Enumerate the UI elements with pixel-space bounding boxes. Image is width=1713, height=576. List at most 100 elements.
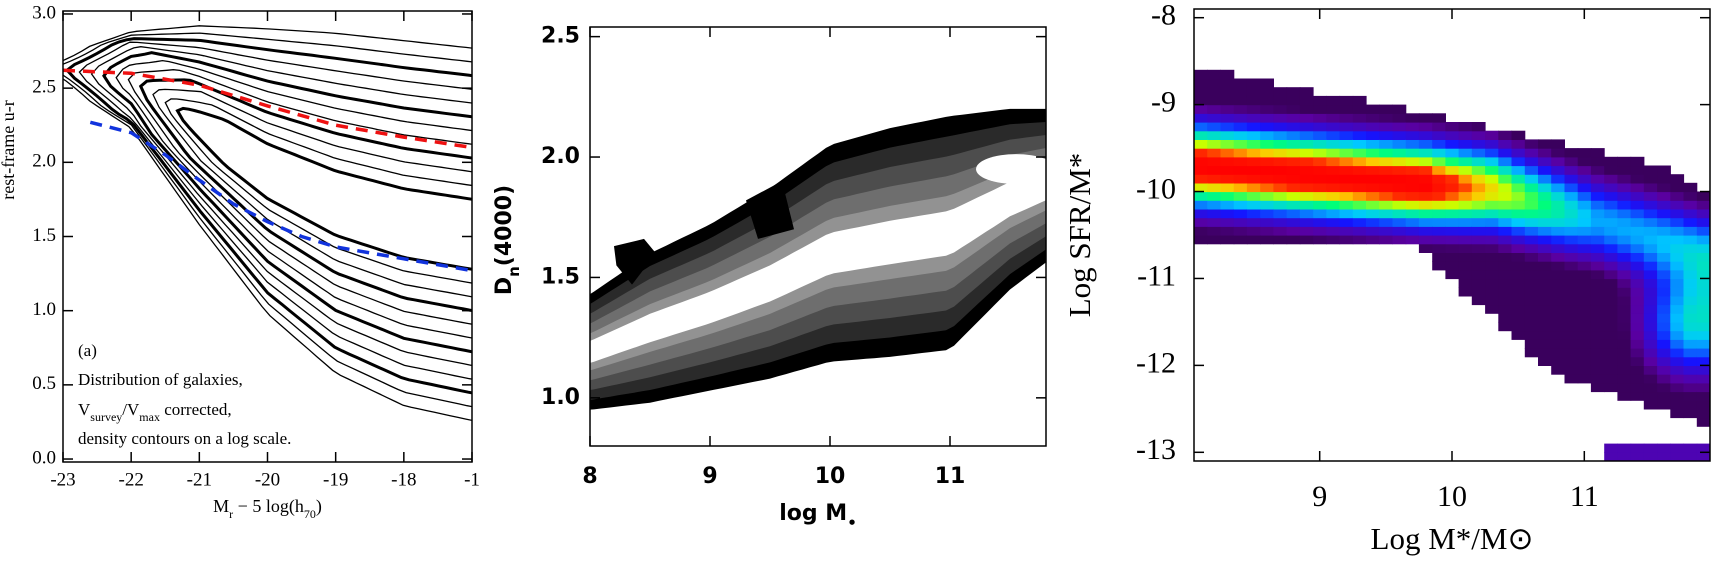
heatmap-cell [1683,374,1698,384]
heatmap-cell [1670,408,1685,419]
heatmap-cell [1299,208,1314,219]
heatmap-cell [1418,217,1433,227]
x-tick-label: 10 [815,464,846,489]
heatmap-cell [1564,278,1579,288]
heatmap-cell [1564,148,1579,158]
heatmap-cell [1299,182,1314,193]
heatmap-cell [1538,269,1552,280]
heatmap-cell [1696,278,1710,288]
heatmap-cell [1366,104,1380,114]
heatmap-cell [1273,104,1288,114]
heatmap-cell [1445,269,1460,280]
heatmap-cell [1657,174,1671,184]
heatmap-cell [1366,208,1380,219]
heatmap-cell [1498,174,1513,184]
heatmap-cell [1498,252,1513,262]
heatmap-cell [1617,295,1632,306]
heatmap-cell [1657,356,1671,366]
heatmap-cell [1577,235,1592,245]
heatmap-cell [1630,356,1645,366]
heatmap-cell [1604,261,1618,271]
heatmap-cell [1273,113,1288,123]
heatmap-cell [1220,130,1235,140]
heatmap-cell [1577,295,1592,306]
heatmap-cell [1538,200,1552,210]
heatmap-cell [1657,278,1671,288]
heatmap-cell [1577,269,1592,280]
heatmap-cell [1511,304,1526,314]
heatmap-cell [1538,156,1552,167]
heatmap-cell [1458,174,1473,184]
heatmap-cell [1207,139,1221,149]
heatmap-cell [1458,287,1473,297]
heatmap-cell [1326,191,1341,201]
heatmap-cell [1670,374,1685,384]
heatmap-cell [1498,243,1513,253]
heatmap-cell [1194,78,1208,88]
heatmap-cell [1657,182,1671,193]
heatmap-cell [1471,287,1486,297]
heatmap-cell [1220,139,1235,149]
heatmap-cell [1299,139,1314,149]
heatmap-cell [1405,122,1420,132]
heatmap-cell [1498,148,1513,158]
y-axis-label: Log SFR/M* [1062,153,1097,318]
heatmap-cell [1458,269,1473,280]
heatmap-cell [1299,165,1314,175]
heatmap-cell [1220,113,1235,123]
heatmap-cell [1458,208,1473,219]
heatmap-cell [1564,165,1579,175]
heatmap-cell [1194,217,1208,227]
heatmap-cell [1683,243,1698,253]
heatmap-cell [1657,365,1671,375]
heatmap-cell [1696,261,1710,271]
heatmap-cell [1246,78,1261,88]
heatmap-cell [1538,243,1552,253]
heatmap-cell [1485,165,1499,175]
heatmap-cell [1458,122,1473,132]
heatmap-cell [1564,330,1579,340]
plot-area [590,108,1046,410]
heatmap-cell [1471,235,1486,245]
heatmap-cell [1471,148,1486,158]
heatmap-cell [1220,95,1235,106]
text-part: ) [316,496,322,517]
heatmap-cell [1564,182,1579,193]
heatmap-cell [1630,295,1645,306]
heatmap-cell [1352,156,1367,167]
heatmap-cell [1339,139,1354,149]
heatmap-cell [1577,174,1592,184]
heatmap-cell [1273,182,1288,193]
heatmap-cell [1366,226,1380,236]
axes-frame [62,10,473,463]
text-part: 70 [304,507,316,521]
heatmap-cell [1657,200,1671,210]
heatmap-cell [1643,235,1658,245]
heatmap-cell [1313,226,1327,236]
heatmap-cell [1551,208,1565,219]
heatmap-cell [1696,191,1710,201]
heatmap-cell [1246,200,1261,210]
heatmap-cell [1299,174,1314,184]
heatmap-cell [1498,191,1513,201]
heatmap-cell [1696,382,1710,393]
y-tick-label: 2.0 [541,144,580,169]
heatmap-cell [1299,87,1314,97]
heatmap-cell [1564,304,1579,314]
heatmap-cell [1617,269,1632,280]
heatmap-cell [1683,382,1698,393]
heatmap-cell [1352,191,1367,201]
heatmap-cell [1471,243,1486,253]
heatmap-cell [1220,78,1235,88]
heatmap-cell [1617,278,1632,288]
heatmap-cell [1617,452,1632,461]
heatmap-cell [1657,374,1671,384]
contour [127,69,472,325]
heatmap-cell [1696,452,1710,461]
heatmap-cell [1643,339,1658,349]
heatmap-cell [1577,321,1592,332]
heatmap-cell [1432,235,1446,245]
heatmap-cell [1590,304,1605,314]
heatmap-cell [1458,130,1473,140]
heatmap-cell [1683,452,1698,461]
